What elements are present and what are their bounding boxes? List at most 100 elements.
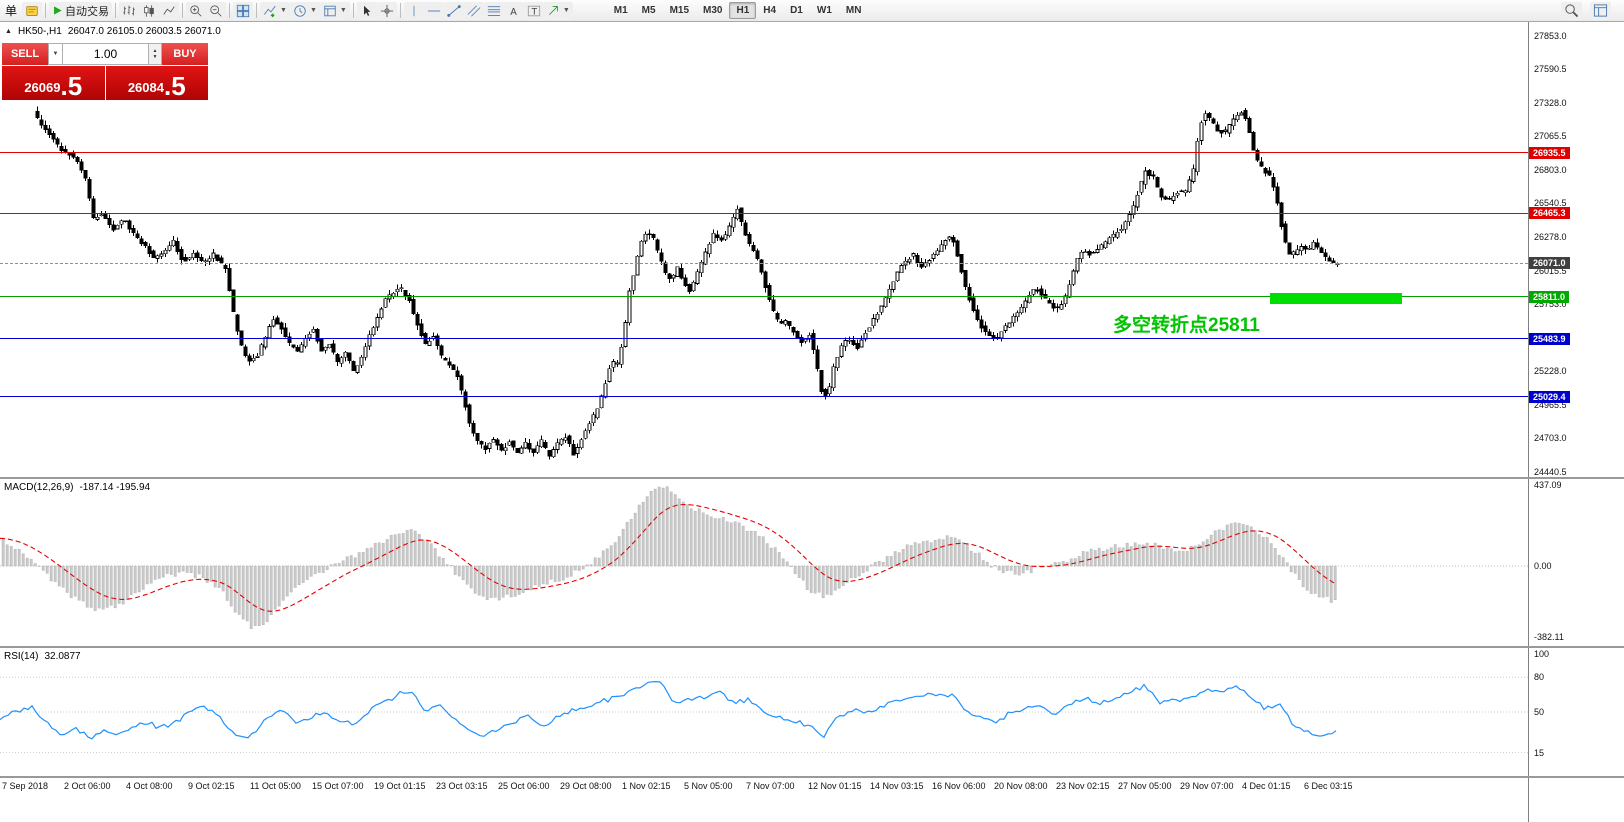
data-window-button[interactable] — [1590, 1, 1611, 20]
orders-menu[interactable]: 单 — [5, 4, 18, 18]
search-button[interactable] — [1561, 1, 1582, 20]
price-axis-label: 27065.5 — [1534, 131, 1567, 142]
sell-price-main: 26069 — [24, 80, 61, 95]
time-axis-label: 7 Sep 2018 — [2, 781, 49, 791]
rsi-name: RSI(14) — [4, 651, 39, 662]
price-axis[interactable]: 27853.0 27590.5 27328.0 27065.5 26803.0 26540… — [1528, 22, 1624, 822]
price-level-line-26465.3[interactable] — [0, 212, 1528, 214]
toolbar-separator — [182, 3, 184, 18]
panel-divider[interactable] — [0, 776, 1624, 778]
new-order-button[interactable] — [22, 1, 43, 20]
volume-stepper[interactable]: ▲ ▼ — [149, 43, 162, 65]
timeframe-W1[interactable]: W1 — [816, 5, 832, 16]
tile-windows-button[interactable] — [233, 1, 254, 20]
volume-input[interactable]: 1.00 — [63, 43, 149, 65]
periods-button[interactable]: ▼ — [289, 1, 320, 20]
channel-button[interactable] — [463, 1, 484, 20]
zoom-out-button[interactable] — [206, 1, 227, 20]
horizontal-line-button[interactable] — [423, 1, 444, 20]
timeframe-H4[interactable]: H4 — [763, 5, 777, 16]
timeframe-D1[interactable]: D1 — [790, 5, 803, 16]
autotrading-label: 自动交易 — [65, 5, 110, 18]
crosshair-button[interactable] — [376, 1, 397, 20]
price-level-line-25811.0[interactable] — [0, 296, 1528, 298]
autotrading-button[interactable]: 自动交易 — [49, 1, 113, 20]
timeframe-M15[interactable]: M15 — [669, 5, 690, 16]
rsi-indicator-panel[interactable]: RSI(14) 32.0877 — [0, 648, 1528, 776]
macd-axis-label: -382.11 — [1534, 631, 1564, 642]
cursor-button[interactable] — [356, 1, 377, 20]
rsi-axis-label: 80 — [1534, 672, 1545, 683]
macd-axis-label: 437.09 — [1534, 480, 1562, 491]
time-axis-label: 12 Nov 01:15 — [808, 781, 862, 791]
timeframe-H1[interactable]: H1 — [729, 2, 757, 19]
stepper-up-icon[interactable]: ▲ — [152, 48, 158, 54]
time-axis-label: 11 Oct 05:00 — [250, 781, 301, 791]
time-axis-label: 4 Oct 08:00 — [126, 781, 173, 791]
price-axis-label: 24703.0 — [1534, 433, 1567, 444]
pivot-annotation-text[interactable]: 多空转折点25811 — [1113, 315, 1260, 336]
cursor-icon — [361, 4, 373, 18]
fibonacci-button[interactable] — [483, 1, 504, 20]
price-level-line-26071.0[interactable] — [0, 262, 1528, 264]
sell-button[interactable]: SELL — [2, 43, 48, 65]
crosshair-icon — [380, 4, 394, 18]
price-axis-label: 27328.0 — [1534, 97, 1567, 108]
volume-preset-dropdown[interactable]: ▼ — [48, 43, 63, 65]
macd-axis-label: 0.00 — [1534, 561, 1552, 571]
buy-price-main: 26084 — [127, 80, 164, 95]
stepper-down-icon[interactable]: ▼ — [152, 54, 158, 60]
bar-chart-icon — [122, 4, 136, 18]
timeframe-M5[interactable]: M5 — [641, 5, 656, 16]
arrows-button[interactable]: ▼ — [543, 1, 573, 20]
panel-divider[interactable] — [0, 646, 1624, 648]
chevron-down-icon: ▼ — [309, 7, 317, 14]
price-axis-label: 25228.0 — [1534, 366, 1567, 377]
autotrading-play-icon — [52, 5, 63, 16]
templates-button[interactable]: ▼ — [319, 1, 350, 20]
text-label-button[interactable]: T — [523, 1, 544, 20]
buy-button[interactable]: BUY — [162, 43, 208, 65]
zoom-in-button[interactable] — [186, 1, 207, 20]
timeframe-M1[interactable]: M1 — [613, 5, 628, 16]
pivot-highlight-bar[interactable] — [1270, 292, 1402, 304]
price-tag-25483.9: 25483.9 — [1529, 332, 1570, 345]
time-axis-label: 9 Oct 02:15 — [188, 781, 235, 791]
time-axis-label: 16 Nov 06:00 — [932, 781, 986, 791]
macd-indicator-panel[interactable]: MACD(12,26,9) -187.14 -195.94 — [0, 479, 1528, 646]
price-chart-panel[interactable]: 多空转折点25811 ▲ HK50-,H1 26047.0 26105.0 26… — [0, 22, 1528, 477]
bar-chart-button[interactable] — [119, 1, 140, 20]
time-axis-label: 29 Nov 07:00 — [1180, 781, 1234, 791]
price-level-line-25483.9[interactable] — [0, 338, 1528, 339]
chart-workspace[interactable]: 多空转折点25811 ▲ HK50-,H1 26047.0 26105.0 26… — [0, 22, 1528, 822]
line-chart-icon — [162, 4, 176, 18]
timeframe-MN[interactable]: MN — [845, 5, 862, 16]
price-axis-label: 26803.0 — [1534, 164, 1567, 175]
macd-header: MACD(12,26,9) -187.14 -195.94 — [4, 482, 150, 493]
rsi-axis-label: 100 — [1534, 649, 1550, 659]
vertical-line-icon — [408, 4, 420, 18]
time-axis[interactable]: 7 Sep 2018 2 Oct 06:00 4 Oct 08:00 9 Oct 02… — [0, 778, 1528, 822]
time-axis-label: 25 Oct 06:00 — [498, 781, 550, 791]
buy-price-display[interactable]: 26084 .5 — [105, 66, 208, 100]
trendline-button[interactable] — [443, 1, 464, 20]
price-level-line-25029.4[interactable] — [0, 396, 1528, 398]
text-icon: A — [508, 4, 520, 18]
price-axis-label: 26015.5 — [1534, 265, 1567, 276]
indicators-icon — [263, 4, 277, 18]
panel-divider[interactable] — [0, 477, 1624, 479]
macd-values: -187.14 -195.94 — [79, 482, 151, 493]
timeframe-M30[interactable]: M30 — [703, 5, 723, 16]
price-level-line-26935.5[interactable] — [0, 152, 1528, 154]
expand-panel-icon[interactable]: ▲ — [5, 28, 12, 35]
candlestick-chart-button[interactable] — [139, 1, 160, 20]
time-axis-label: 23 Nov 02:15 — [1056, 781, 1110, 791]
text-button[interactable]: A — [503, 1, 524, 20]
text-label-icon: T — [527, 4, 541, 18]
vertical-line-button[interactable] — [403, 1, 424, 20]
indicators-button[interactable]: ▼ — [260, 1, 290, 20]
chevron-down-icon: ▼ — [339, 7, 347, 14]
sell-price-display[interactable]: 26069 .5 — [2, 66, 105, 100]
line-chart-button[interactable] — [159, 1, 180, 20]
time-axis-label: 23 Oct 03:15 — [436, 781, 488, 791]
